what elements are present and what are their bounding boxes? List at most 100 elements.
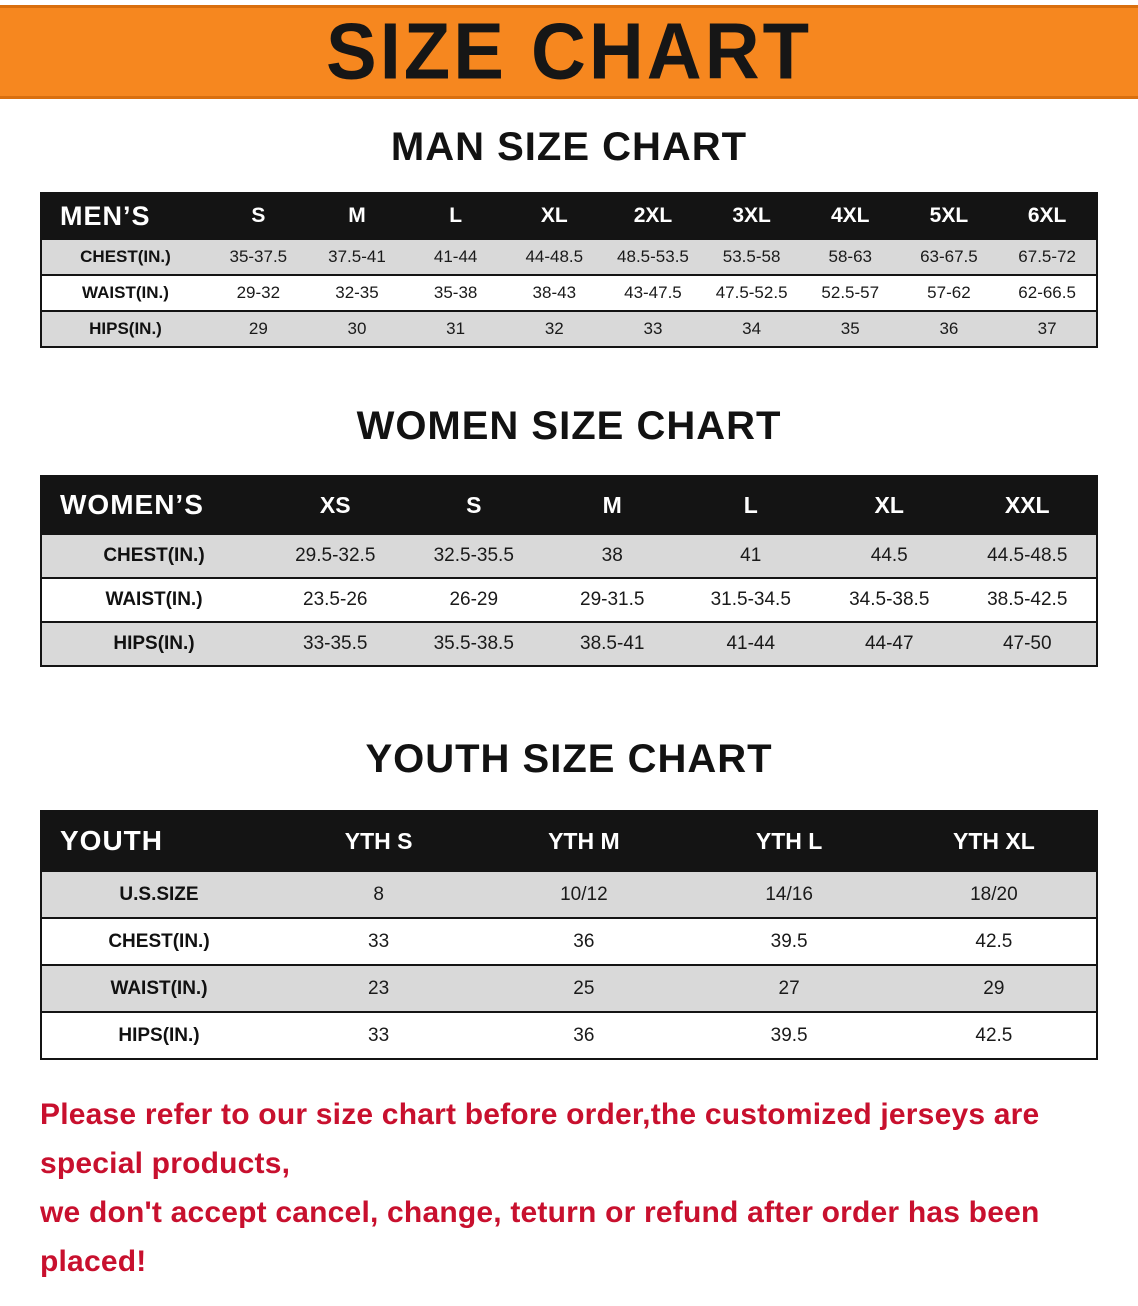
size-value: 41-44 [406, 238, 505, 275]
size-value: 58-63 [800, 238, 900, 275]
size-value: 38.5-41 [543, 621, 682, 666]
youth-table-row: HIPS(IN.) 33 36 39.5 42.5 [41, 1011, 1097, 1059]
women-section-heading: WOMEN SIZE CHART [356, 404, 782, 448]
size-value: 35 [800, 310, 900, 347]
size-value: 33-35.5 [266, 621, 405, 666]
men-table-row: WAIST(IN.) 29-32 32-35 35-38 38-43 43-47.5 47.… [41, 274, 1097, 311]
women-column-header: XXL [958, 476, 1097, 534]
size-value: 32.5-35.5 [404, 533, 543, 578]
men-column-header: L [406, 193, 505, 239]
size-value: 39.5 [686, 1011, 892, 1059]
size-value: 26-29 [404, 577, 543, 622]
disclaimer-text: Please refer to our size chart before or… [40, 1090, 1100, 1286]
size-value: 34.5-38.5 [820, 577, 959, 622]
women-header-row: WOMEN’S XS S M L XL XXL [41, 476, 1097, 534]
youth-size-table: YOUTH YTH S YTH M YTH L YTH XL U.S.SIZE 8 10/12… [40, 810, 1098, 1060]
men-table-title: MEN’S [41, 193, 209, 239]
women-table-title: WOMEN’S [41, 476, 266, 534]
size-value: 33 [276, 917, 482, 965]
youth-column-header: YTH XL [891, 811, 1097, 871]
size-value: 67.5-72 [998, 238, 1097, 275]
men-column-header: 6XL [998, 193, 1097, 239]
women-column-header: L [681, 476, 820, 534]
size-value: 34 [702, 310, 801, 347]
size-value: 44-47 [820, 621, 959, 666]
men-table-row: CHEST(IN.) 35-37.5 37.5-41 41-44 44-48.5 48.5… [41, 238, 1097, 275]
size-value: 47-50 [958, 621, 1097, 666]
row-label: U.S.SIZE [41, 870, 276, 918]
size-value: 29 [891, 964, 1097, 1012]
youth-table-row: U.S.SIZE 8 10/12 14/16 18/20 [41, 870, 1097, 918]
size-value: 57-62 [899, 274, 999, 311]
men-column-header: 2XL [603, 193, 703, 239]
size-value: 8 [276, 870, 482, 918]
row-label: CHEST(IN.) [41, 917, 276, 965]
men-header-row: MEN’S S M L XL 2XL 3XL 4XL 5XL 6XL [41, 193, 1097, 239]
row-label: WAIST(IN.) [41, 577, 266, 622]
youth-section-heading: YOUTH SIZE CHART [365, 737, 773, 781]
women-table-row: WAIST(IN.) 23.5-26 26-29 29-31.5 31.5-34.5 34… [41, 577, 1097, 622]
women-column-header: S [404, 476, 543, 534]
women-table-row: HIPS(IN.) 33-35.5 35.5-38.5 38.5-41 41-44 44-… [41, 621, 1097, 666]
size-value: 37 [998, 310, 1097, 347]
size-value: 29 [209, 310, 308, 347]
men-column-header: S [209, 193, 308, 239]
size-value: 36 [481, 1011, 687, 1059]
size-value: 63-67.5 [899, 238, 999, 275]
size-value: 10/12 [481, 870, 687, 918]
men-section-heading: MAN SIZE CHART [390, 125, 748, 169]
size-value: 35-38 [406, 274, 505, 311]
row-label: WAIST(IN.) [41, 964, 276, 1012]
men-column-header: 5XL [899, 193, 999, 239]
row-label: CHEST(IN.) [41, 238, 209, 275]
row-label: WAIST(IN.) [41, 274, 209, 311]
size-value: 31 [406, 310, 505, 347]
women-size-chart-section: WOMEN SIZE CHART WOMEN’S XS S M L XL XXL CHEST(I… [0, 404, 1138, 667]
size-value: 36 [899, 310, 999, 347]
size-value: 35-37.5 [209, 238, 308, 275]
youth-column-header: YTH S [276, 811, 482, 871]
youth-table-row: WAIST(IN.) 23 25 27 29 [41, 964, 1097, 1012]
size-value: 29-31.5 [543, 577, 682, 622]
men-column-header: 4XL [800, 193, 900, 239]
women-column-header: XL [820, 476, 959, 534]
men-size-table: MEN’S S M L XL 2XL 3XL 4XL 5XL 6XL CHEST(IN.) 35-37… [40, 192, 1098, 348]
size-value: 38-43 [504, 274, 604, 311]
row-label: HIPS(IN.) [41, 1011, 276, 1059]
size-value: 38.5-42.5 [958, 577, 1097, 622]
size-value: 62-66.5 [998, 274, 1097, 311]
youth-table-title: YOUTH [41, 811, 276, 871]
size-value: 25 [481, 964, 687, 1012]
size-value: 37.5-41 [307, 238, 407, 275]
banner-title: SIZE CHART [326, 6, 812, 97]
disclaimer-line-2: we don't accept cancel, change, teturn o… [40, 1196, 1040, 1278]
size-value: 38 [543, 533, 682, 578]
youth-column-header: YTH L [686, 811, 892, 871]
youth-table-row: CHEST(IN.) 33 36 39.5 42.5 [41, 917, 1097, 965]
women-size-table: WOMEN’S XS S M L XL XXL CHEST(IN.) 29.5-32.5 32.5… [40, 475, 1098, 667]
youth-header-row: YOUTH YTH S YTH M YTH L YTH XL [41, 811, 1097, 871]
row-label: HIPS(IN.) [41, 310, 209, 347]
row-label: HIPS(IN.) [41, 621, 266, 666]
women-column-header: M [543, 476, 682, 534]
men-table-row: HIPS(IN.) 29 30 31 32 33 34 35 36 37 [41, 310, 1097, 347]
size-value: 41 [681, 533, 820, 578]
size-value: 23 [276, 964, 482, 1012]
size-value: 27 [686, 964, 892, 1012]
youth-size-chart-section: YOUTH SIZE CHART YOUTH YTH S YTH M YTH L YTH … [0, 737, 1138, 1060]
size-value: 42.5 [891, 1011, 1097, 1059]
size-value: 33 [276, 1011, 482, 1059]
size-value: 52.5-57 [800, 274, 900, 311]
men-size-chart-section: MAN SIZE CHART MEN’S S M L XL 2XL 3XL 4XL 5XL 6XL C… [0, 125, 1138, 348]
size-value: 32-35 [307, 274, 407, 311]
disclaimer-line-1: Please refer to our size chart before or… [40, 1098, 1040, 1180]
men-column-header: 3XL [702, 193, 801, 239]
size-chart-banner: SIZE CHART [0, 5, 1138, 99]
size-value: 30 [307, 310, 407, 347]
youth-column-header: YTH M [481, 811, 687, 871]
size-value: 31.5-34.5 [681, 577, 820, 622]
size-value: 44-48.5 [504, 238, 604, 275]
men-column-header: XL [504, 193, 604, 239]
size-value: 48.5-53.5 [603, 238, 703, 275]
size-value: 23.5-26 [266, 577, 405, 622]
